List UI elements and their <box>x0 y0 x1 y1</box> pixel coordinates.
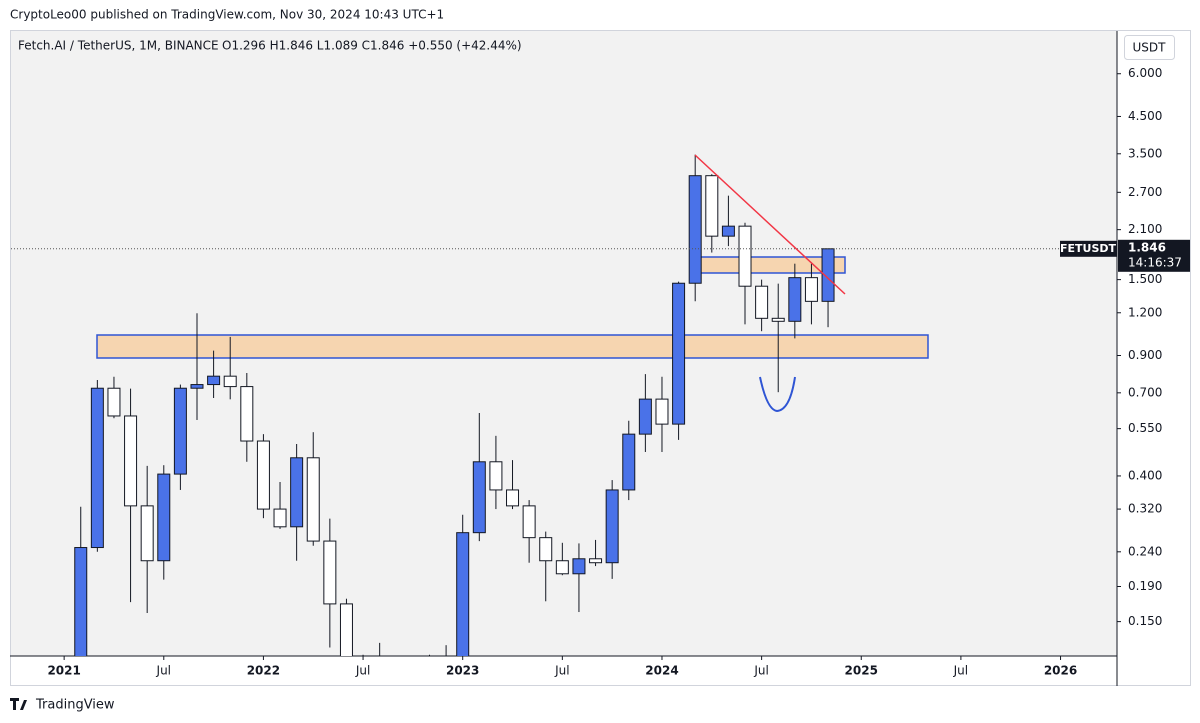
support-zone <box>96 334 929 359</box>
candle-body <box>539 537 553 562</box>
y-tick-label: 0.150 <box>1128 614 1162 628</box>
candle-body <box>788 277 802 322</box>
price-tag <box>1118 239 1190 272</box>
candle-body <box>738 225 752 287</box>
candle-body <box>688 175 702 284</box>
candle-body <box>622 433 636 491</box>
candle-body <box>821 248 835 302</box>
candle-body <box>290 457 304 528</box>
candle-body <box>456 532 470 656</box>
candle-body <box>273 508 287 528</box>
x-tick-label: 2022 <box>247 664 280 678</box>
candle-body <box>572 558 586 575</box>
y-tick-label: 0.190 <box>1128 579 1162 593</box>
time-axis <box>11 656 1117 685</box>
candle-body <box>173 387 187 475</box>
currency-button[interactable] <box>1124 35 1175 60</box>
candle-body <box>605 489 619 564</box>
candle-body <box>140 505 154 562</box>
candle-body <box>506 489 520 507</box>
y-tick-label: 0.400 <box>1128 468 1162 482</box>
y-tick-label: 0.900 <box>1128 348 1162 362</box>
y-tick-label: 4.500 <box>1128 109 1162 123</box>
candle-body <box>721 225 735 237</box>
candle-body <box>472 461 486 534</box>
candle-body <box>256 440 270 510</box>
symbol-tag-label: FETUSDT <box>1060 242 1117 255</box>
x-tick-label: Jul <box>953 664 968 678</box>
candle-body <box>440 697 452 698</box>
x-tick-label: 2021 <box>47 664 80 678</box>
x-tick-label: Jul <box>753 664 768 678</box>
candle-body <box>107 387 121 417</box>
x-tick-label: Jul <box>355 664 370 678</box>
y-tick-label: 3.500 <box>1128 146 1162 160</box>
legend-ohlc: O1.296 H1.846 L1.089 C1.846 +0.550 (+42.… <box>222 39 522 53</box>
candle-body <box>240 386 254 442</box>
footer-brand: TradingView <box>35 698 115 713</box>
candle-body <box>755 285 769 319</box>
y-tick-label: 6.000 <box>1128 66 1162 80</box>
price-axis <box>1117 31 1190 685</box>
y-tick-label: 0.700 <box>1128 385 1162 399</box>
y-tick-label: 2.100 <box>1128 222 1162 236</box>
publish-header: CryptoLeo00 published on TradingView.com… <box>10 8 444 22</box>
x-tick-label: Jul <box>156 664 171 678</box>
price-tag-countdown: 14:16:37 <box>1128 255 1182 269</box>
cup-curve <box>759 376 796 413</box>
drawings <box>694 154 846 413</box>
x-tick-label: 2023 <box>446 664 479 678</box>
candle-body <box>90 387 104 549</box>
candle-body <box>207 375 221 386</box>
candle-body <box>306 457 320 542</box>
x-tick-label: 2025 <box>845 664 878 678</box>
legend-symbol: Fetch.AI / TetherUS, 1M, BINANCE <box>18 39 219 53</box>
candle-body <box>323 540 337 605</box>
candle-body <box>522 505 536 539</box>
price-tag-value: 1.846 <box>1128 240 1166 254</box>
candle-body <box>705 175 719 237</box>
candle-body <box>74 547 88 656</box>
plot-area <box>11 154 1117 698</box>
x-tick-label: 2026 <box>1044 664 1077 678</box>
candle-body <box>555 560 569 575</box>
y-tick-label: 1.500 <box>1128 272 1162 286</box>
y-tick-label: 0.240 <box>1128 544 1162 558</box>
x-tick-label: Jul <box>554 664 569 678</box>
candle-body <box>638 398 652 435</box>
trend-line <box>694 154 846 295</box>
y-tick-label: 0.320 <box>1128 502 1162 516</box>
candle-body <box>190 384 204 389</box>
currency-label: USDT <box>1133 41 1167 55</box>
candle-body <box>804 277 818 302</box>
candle-body <box>339 603 353 656</box>
candle-body <box>771 317 785 322</box>
candle-body <box>672 282 686 425</box>
candle-body <box>157 473 171 562</box>
candle-body <box>655 398 669 425</box>
candle-body <box>223 375 237 388</box>
candle-body <box>124 415 138 507</box>
y-tick-label: 0.550 <box>1128 421 1162 435</box>
y-tick-label: 1.200 <box>1128 305 1162 319</box>
symbol-tag <box>1060 240 1117 257</box>
candle-body <box>489 461 503 491</box>
x-tick-label: 2024 <box>645 664 678 678</box>
y-tick-label: 2.700 <box>1128 185 1162 199</box>
footer-logo <box>10 698 27 710</box>
candle-body <box>589 558 603 564</box>
